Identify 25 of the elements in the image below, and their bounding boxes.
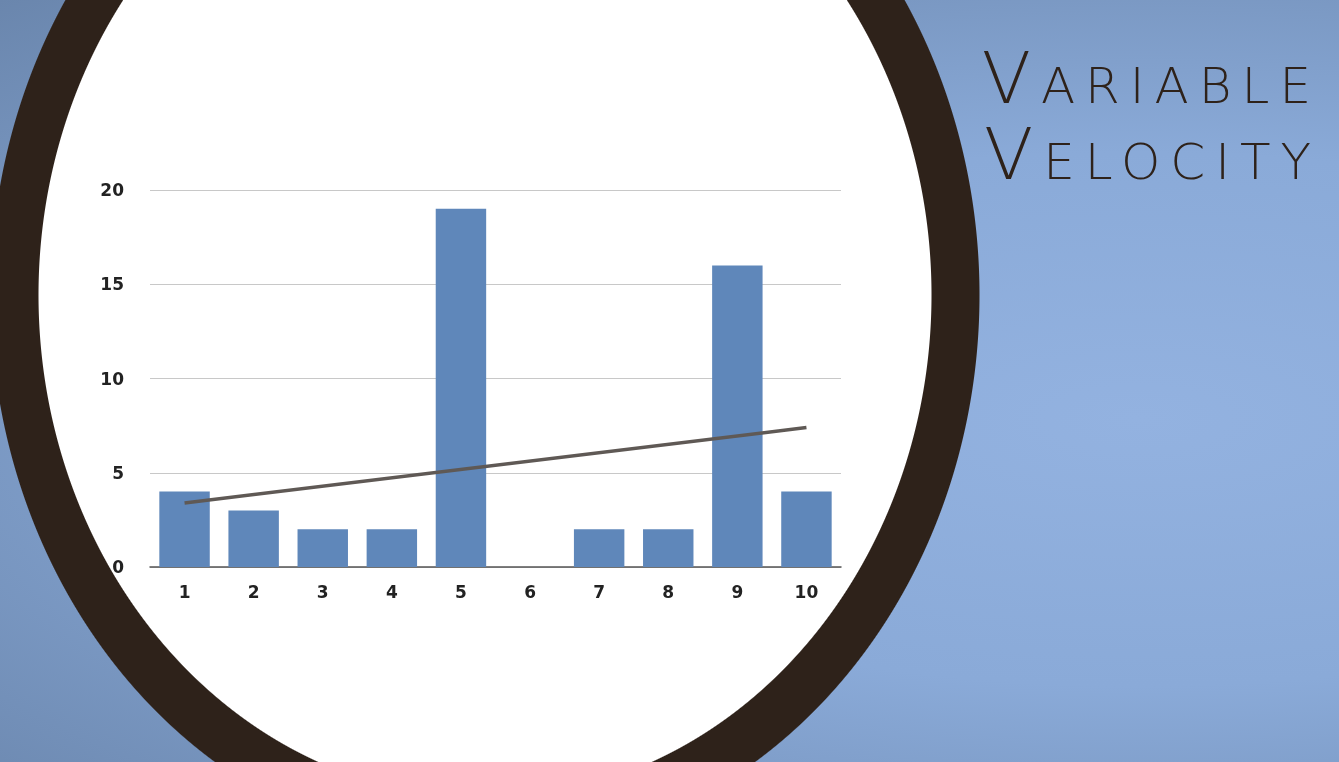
bar	[366, 529, 418, 567]
x-tick-label: 10	[794, 581, 819, 602]
y-tick-label: 0	[112, 557, 125, 577]
text: Variable Velocity	[980, 36, 1321, 196]
bar	[435, 208, 487, 567]
bar	[643, 529, 694, 567]
bar	[159, 491, 210, 567]
bar	[781, 491, 832, 567]
y-tick-label: 5	[112, 462, 124, 483]
y-tick-label: 20	[100, 180, 125, 200]
x-tick-label: 6	[524, 581, 536, 602]
y-tick-label: 15	[100, 274, 124, 295]
bar	[228, 510, 279, 567]
x-tick-label: 1	[178, 581, 191, 602]
x-tick-label: 7	[593, 581, 606, 602]
x-tick-label: 9	[731, 581, 744, 602]
x-tick-label: 3	[316, 581, 329, 602]
bar	[712, 265, 763, 567]
y-tick-label: 10	[100, 368, 125, 389]
x-tick-label: 5	[455, 581, 467, 602]
bar	[297, 529, 348, 567]
bar	[573, 529, 625, 567]
x-tick-label: 4	[385, 581, 398, 602]
x-tick-label: 8	[662, 581, 675, 602]
x-tick-label: 2	[247, 581, 260, 602]
